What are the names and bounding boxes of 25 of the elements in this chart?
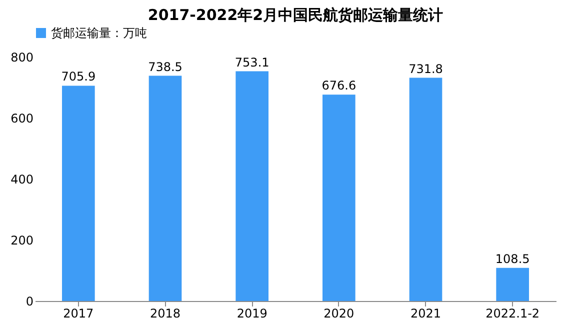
x-tick-label: 2017 <box>63 306 94 320</box>
x-tick-label: 2018 <box>150 306 181 320</box>
legend-label: 货邮运输量：万吨 <box>51 26 147 40</box>
bar <box>236 71 268 301</box>
x-tick-label: 2021 <box>410 306 442 320</box>
x-tick-label: 2020 <box>324 306 354 320</box>
y-tick-label: 400 <box>10 172 34 186</box>
bar <box>322 94 356 301</box>
bar <box>409 78 442 301</box>
y-tick-label: 0 <box>26 294 34 308</box>
data-label: 753.1 <box>234 55 270 70</box>
chart-title: 2017-2022年2月中国民航货邮运输量统计 <box>148 6 444 24</box>
data-label: 705.9 <box>61 70 96 84</box>
data-label: 731.8 <box>408 62 443 76</box>
data-label: 108.5 <box>495 252 530 266</box>
bar <box>496 268 529 301</box>
y-tick-label: 800 <box>10 50 34 64</box>
y-tick-label: 600 <box>10 112 34 126</box>
bar <box>62 86 95 301</box>
data-label: 738.5 <box>148 60 182 74</box>
y-tick-label: 200 <box>10 234 34 248</box>
data-label: 676.6 <box>322 78 356 93</box>
x-tick-label: 2019 <box>236 306 268 320</box>
bar <box>148 76 182 301</box>
x-tick-label: 2022.1-2 <box>486 306 540 320</box>
